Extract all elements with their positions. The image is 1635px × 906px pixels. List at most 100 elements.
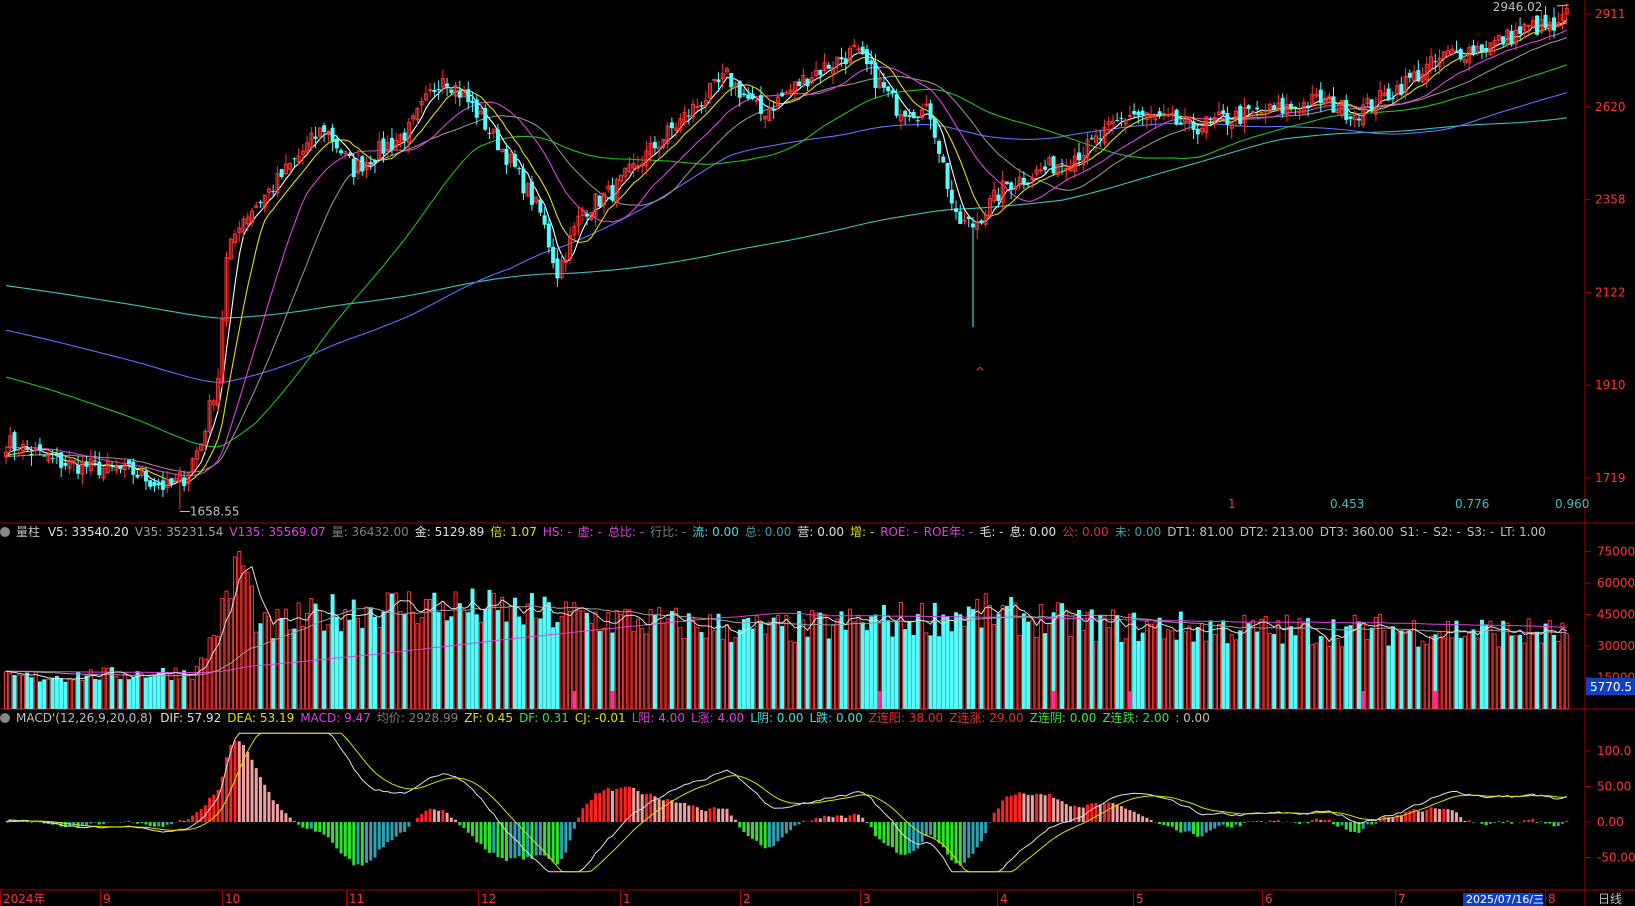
time-label: 6 bbox=[1265, 892, 1273, 906]
candle-body bbox=[419, 100, 424, 106]
volume-info-field: V135: 35569.07 bbox=[229, 525, 326, 539]
candle-body bbox=[63, 463, 68, 466]
candle-body bbox=[894, 94, 899, 116]
volume-bar bbox=[326, 624, 331, 710]
candle-body bbox=[1356, 118, 1361, 121]
volume-bar bbox=[203, 658, 208, 710]
time-label: 7 bbox=[1398, 892, 1406, 906]
volume-bar bbox=[1356, 621, 1361, 709]
candle-body bbox=[1399, 83, 1404, 95]
candle-body bbox=[847, 47, 852, 63]
volume-bar bbox=[1386, 645, 1391, 709]
candle-body bbox=[763, 115, 768, 120]
price-tick-label: 2911 bbox=[1595, 7, 1626, 21]
candle-body bbox=[729, 72, 734, 88]
volume-bar bbox=[4, 671, 8, 710]
candle-body bbox=[249, 210, 254, 223]
volume-bar bbox=[105, 668, 110, 710]
candle-body bbox=[483, 107, 488, 130]
candle-body bbox=[271, 191, 276, 193]
candle-body bbox=[1310, 93, 1315, 106]
volume-bar bbox=[508, 605, 513, 710]
candle-body bbox=[1437, 57, 1442, 68]
candle-body bbox=[958, 211, 963, 224]
candle-body bbox=[1038, 169, 1043, 172]
volume-bar bbox=[394, 592, 399, 710]
volume-panel-dot-icon[interactable] bbox=[0, 527, 10, 537]
volume-bar bbox=[703, 637, 708, 710]
candle-body bbox=[194, 450, 199, 460]
candle-body bbox=[16, 452, 21, 455]
candle-body bbox=[686, 115, 691, 117]
candle-body bbox=[1501, 36, 1506, 45]
candle-body bbox=[101, 467, 106, 479]
volume-bar bbox=[767, 621, 772, 710]
candle-body bbox=[1183, 116, 1188, 123]
volume-bar bbox=[474, 614, 479, 709]
volume-bar bbox=[504, 621, 509, 709]
candle-body bbox=[1416, 70, 1421, 82]
volume-bar bbox=[1543, 623, 1548, 709]
volume-bar bbox=[992, 623, 997, 710]
volume-bar bbox=[580, 610, 585, 710]
candle-body bbox=[487, 132, 492, 134]
vol-ma35-line bbox=[5, 605, 1567, 677]
candle-body bbox=[1140, 110, 1145, 115]
macd-panel-dot-icon[interactable] bbox=[0, 713, 10, 723]
candle-body bbox=[682, 111, 687, 124]
volume-bar bbox=[220, 598, 225, 710]
candle-body bbox=[644, 150, 649, 167]
volume-info-field: ROE: - bbox=[880, 525, 918, 539]
candle-body bbox=[733, 82, 738, 87]
candle-body bbox=[1000, 180, 1005, 203]
candle-body bbox=[1450, 48, 1455, 55]
candle-body bbox=[199, 443, 204, 451]
volume-bar bbox=[1352, 614, 1357, 710]
candle-body bbox=[470, 100, 475, 104]
candle-body bbox=[1276, 102, 1281, 111]
volume-bar bbox=[296, 602, 301, 710]
volume-bar bbox=[182, 670, 187, 709]
candle-body bbox=[1242, 107, 1247, 124]
candle-body bbox=[911, 111, 916, 119]
volume-bar bbox=[1479, 619, 1484, 709]
candle-body bbox=[750, 93, 755, 100]
candle-body bbox=[589, 211, 594, 221]
candle-body bbox=[402, 132, 407, 141]
volume-bar bbox=[788, 640, 793, 710]
candle-body bbox=[1526, 24, 1531, 27]
candle-body bbox=[1208, 118, 1213, 120]
volume-bar bbox=[691, 618, 696, 710]
volume-bar bbox=[368, 607, 373, 709]
volume-bar bbox=[224, 590, 229, 710]
volume-info-field: DT2: 213.00 bbox=[1239, 525, 1314, 539]
volume-info-bar: 量柱 V5: 33540.20 V35: 35231.54 V135: 35569.… bbox=[0, 523, 1585, 541]
period-label: 日线 bbox=[1598, 892, 1622, 906]
candle-body bbox=[602, 192, 607, 206]
candle-body bbox=[1195, 128, 1200, 135]
volume-bar bbox=[1412, 620, 1417, 710]
volume-bar bbox=[665, 618, 670, 710]
candle-body bbox=[568, 235, 573, 260]
volume-bar bbox=[1462, 636, 1467, 710]
volume-bar bbox=[792, 642, 797, 710]
candle-body bbox=[279, 169, 284, 177]
volume-bar bbox=[966, 606, 971, 709]
volume-panel-label: 量柱 bbox=[16, 525, 41, 539]
volume-bar bbox=[1115, 614, 1120, 709]
candle-body bbox=[983, 214, 988, 225]
volume-bar bbox=[635, 618, 640, 710]
volume-bar bbox=[1178, 611, 1183, 709]
price-bottom-value: 1 bbox=[1228, 497, 1236, 511]
volume-marker-bar bbox=[1127, 691, 1132, 709]
volume-bar bbox=[1034, 637, 1039, 710]
candle-body bbox=[1060, 163, 1065, 165]
volume-bar bbox=[177, 678, 182, 710]
volume-bar bbox=[758, 623, 763, 709]
volume-bar bbox=[996, 613, 1001, 709]
volume-bar bbox=[1446, 620, 1451, 710]
volume-bar bbox=[1000, 605, 1005, 710]
candle-body bbox=[1339, 99, 1344, 117]
candle-body bbox=[826, 64, 831, 69]
